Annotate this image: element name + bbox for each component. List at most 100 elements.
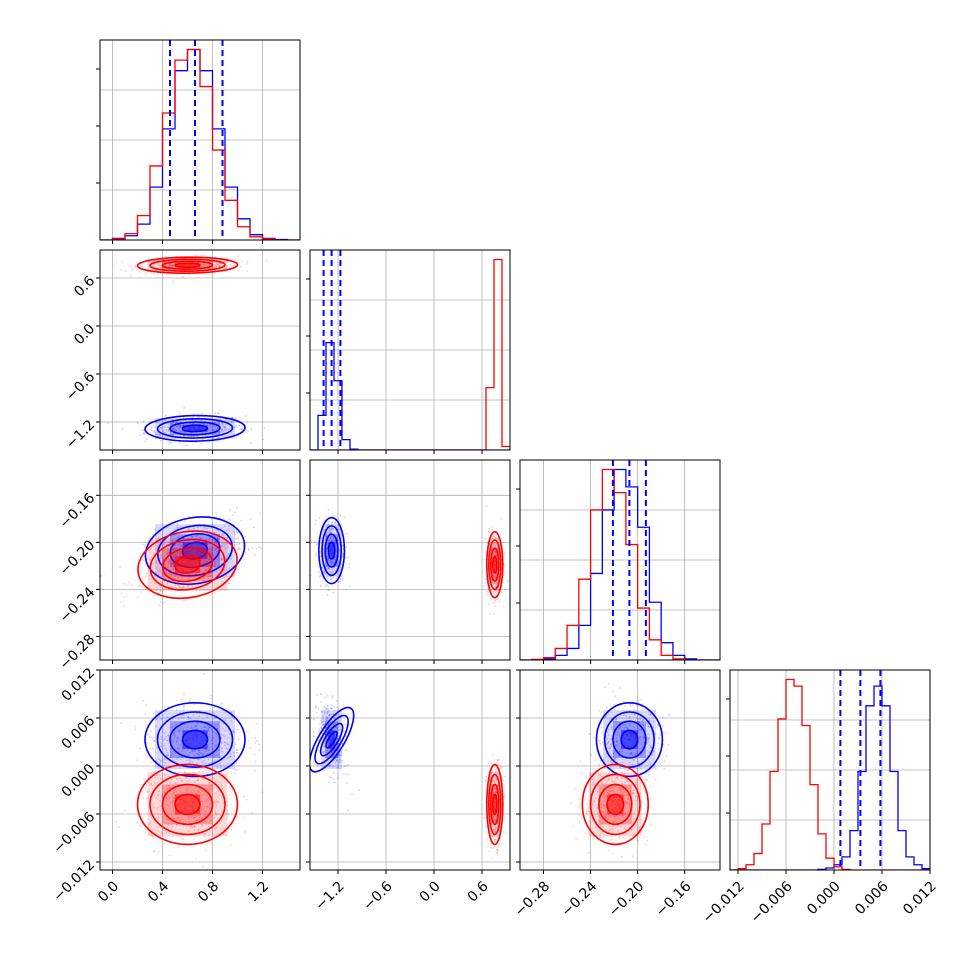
sample-point bbox=[180, 750, 183, 753]
sample-point bbox=[604, 794, 606, 797]
sample-point bbox=[191, 749, 193, 751]
sample-point bbox=[169, 747, 172, 750]
sample-point bbox=[153, 594, 156, 597]
sample-point bbox=[618, 766, 621, 769]
sample-point bbox=[633, 758, 636, 761]
sample-point bbox=[619, 687, 621, 690]
sample-point bbox=[494, 541, 497, 544]
sample-point bbox=[165, 255, 167, 258]
sample-point bbox=[203, 832, 206, 835]
sample-point bbox=[651, 753, 653, 756]
sample-point bbox=[347, 809, 349, 812]
sample-point bbox=[161, 573, 164, 575]
sample-point bbox=[187, 435, 190, 438]
sample-point bbox=[212, 736, 215, 739]
sample-point bbox=[205, 565, 208, 567]
sample-point bbox=[617, 726, 620, 729]
sample-point bbox=[160, 735, 162, 738]
sample-point bbox=[124, 270, 127, 272]
sample-point bbox=[216, 780, 219, 783]
sample-point bbox=[160, 795, 163, 798]
sample-point bbox=[494, 831, 496, 834]
sample-point bbox=[494, 544, 497, 547]
sample-point bbox=[231, 417, 234, 419]
sample-point bbox=[320, 584, 323, 587]
sample-point bbox=[492, 814, 495, 817]
contour-line bbox=[169, 720, 221, 759]
sample-point bbox=[167, 568, 169, 571]
sample-point bbox=[163, 791, 166, 794]
sample-point bbox=[208, 538, 211, 541]
sample-point bbox=[237, 546, 240, 549]
sample-point bbox=[601, 741, 604, 744]
sample-point bbox=[629, 705, 632, 707]
sample-point bbox=[495, 777, 498, 780]
sample-point bbox=[593, 800, 596, 802]
sample-point bbox=[203, 672, 206, 675]
contour-line bbox=[169, 421, 221, 436]
sample-point bbox=[497, 764, 500, 767]
sample-point bbox=[222, 425, 225, 428]
sample-point bbox=[329, 707, 332, 710]
sample-point bbox=[497, 820, 500, 823]
sample-point bbox=[626, 780, 629, 783]
sample-point bbox=[239, 428, 241, 431]
sample-point bbox=[335, 577, 338, 580]
sample-point bbox=[495, 529, 498, 532]
sample-point bbox=[150, 272, 153, 275]
sample-point bbox=[493, 829, 496, 832]
sample-point bbox=[226, 812, 229, 815]
sample-point bbox=[191, 814, 194, 817]
sample-point bbox=[172, 568, 175, 571]
sample-point bbox=[348, 773, 350, 776]
sample-point bbox=[342, 548, 344, 551]
sample-point bbox=[223, 741, 226, 744]
sample-point bbox=[587, 833, 590, 836]
sample-point bbox=[166, 547, 169, 550]
sample-point bbox=[485, 590, 488, 593]
sample-point bbox=[188, 540, 191, 543]
sample-point bbox=[189, 727, 192, 730]
sample-point bbox=[125, 595, 128, 598]
sample-point bbox=[173, 428, 176, 431]
sample-point bbox=[639, 748, 642, 751]
sample-point bbox=[492, 573, 495, 576]
sample-point bbox=[220, 545, 223, 547]
sample-point bbox=[159, 759, 162, 762]
sample-point bbox=[492, 601, 495, 604]
sample-point bbox=[597, 788, 599, 791]
sample-point bbox=[601, 822, 604, 824]
sample-point bbox=[494, 828, 496, 831]
sample-point bbox=[152, 260, 155, 263]
sample-point bbox=[493, 574, 496, 577]
sample-point bbox=[180, 573, 183, 576]
sample-point bbox=[628, 761, 631, 764]
sample-point bbox=[153, 806, 156, 809]
contour-line bbox=[149, 538, 226, 591]
sample-point bbox=[235, 762, 238, 765]
sample-point bbox=[159, 799, 161, 802]
sample-point bbox=[139, 570, 142, 572]
sample-point bbox=[206, 560, 209, 563]
sample-point bbox=[246, 262, 249, 265]
sample-point bbox=[188, 820, 191, 823]
sample-point bbox=[646, 736, 649, 739]
sample-point bbox=[208, 782, 211, 784]
sample-point bbox=[603, 791, 606, 794]
sample-point bbox=[492, 535, 494, 538]
histogram-series-1 bbox=[100, 48, 300, 240]
sample-point bbox=[606, 779, 609, 781]
sample-point bbox=[208, 782, 211, 784]
sample-point bbox=[215, 517, 218, 519]
sample-point bbox=[213, 809, 216, 812]
sample-point bbox=[217, 754, 219, 756]
sample-point bbox=[153, 583, 156, 585]
contour-line bbox=[487, 773, 502, 836]
sample-point bbox=[640, 805, 643, 808]
sample-point bbox=[188, 751, 191, 754]
sample-point bbox=[319, 692, 322, 695]
sample-point bbox=[502, 605, 505, 608]
sample-point bbox=[330, 531, 332, 534]
sample-point bbox=[216, 826, 219, 829]
sample-point bbox=[611, 831, 614, 834]
